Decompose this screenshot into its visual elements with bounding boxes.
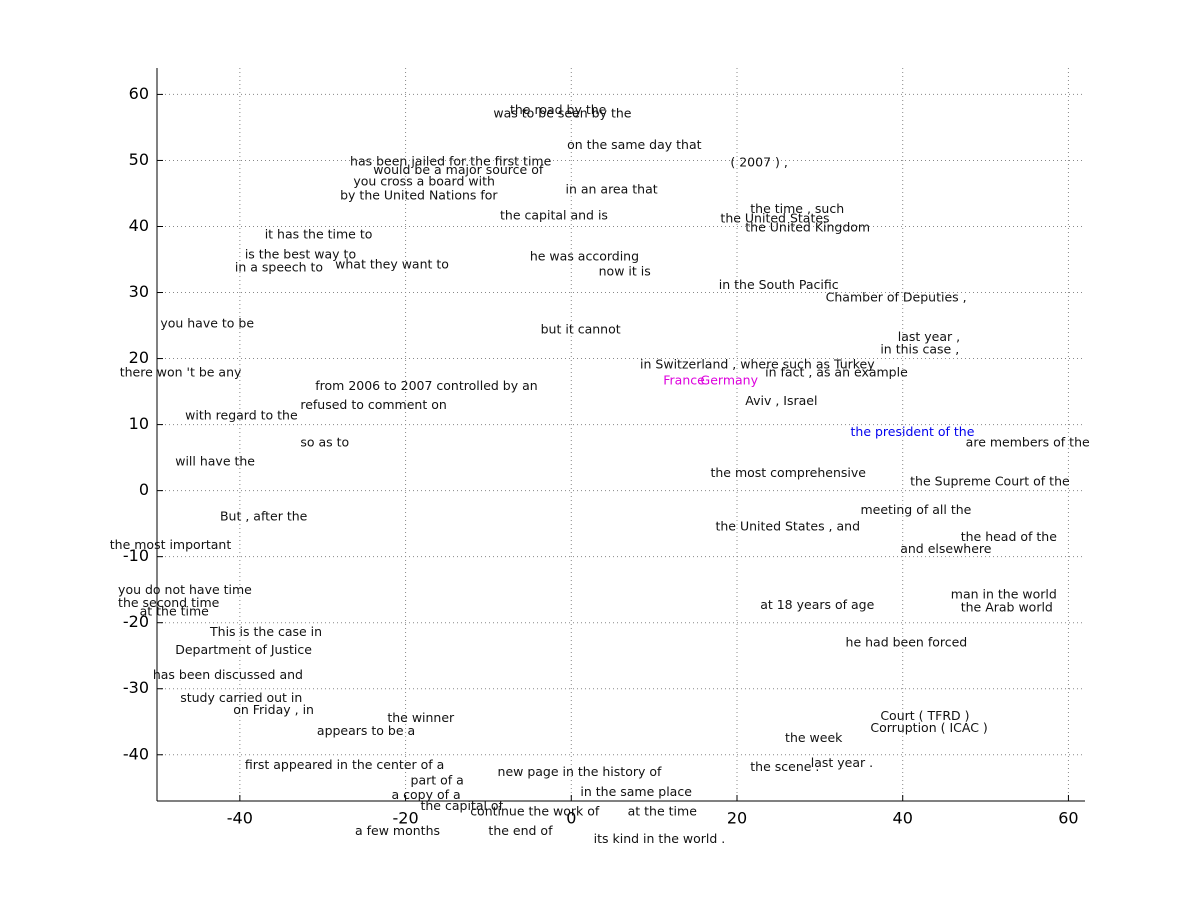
phrase-point: is the best way to (245, 246, 356, 261)
phrase-point: in an area that (565, 182, 657, 197)
phrase-point: But , after the (220, 509, 308, 524)
phrase-point: what they want to (335, 256, 449, 271)
y-tick-label: -40 (123, 744, 149, 763)
x-tick-label: -40 (227, 809, 253, 828)
phrase-point: its kind in the world . (594, 831, 726, 846)
phrase-point: he was according (530, 248, 639, 263)
phrase-point: has been jailed for the first time (350, 153, 552, 168)
y-tick-label: 40 (129, 216, 149, 235)
phrase-point: Court ( TFRD ) (880, 708, 969, 723)
phrase-point: you do not have time (118, 582, 252, 597)
phrase-point: new page in the history of (498, 764, 662, 779)
y-tick-label: -20 (123, 612, 149, 631)
x-tick-label: 40 (893, 809, 913, 828)
phrase-point: and elsewhere (900, 541, 992, 556)
phrase-point: the head of the (961, 529, 1058, 544)
phrase-point: in fact , as an example (765, 365, 908, 380)
phrase-point: France (663, 373, 705, 388)
phrase-point: Germany (701, 373, 759, 388)
phrase-point: at the time (628, 804, 698, 819)
phrase-point: in a speech to (235, 260, 323, 275)
phrase-point: by the United Nations for (340, 188, 498, 203)
phrase-point: the capital of (420, 798, 503, 813)
phrase-point: the time , such (750, 201, 844, 216)
phrase-point: so as to (300, 435, 349, 450)
phrase-point: a copy of a (391, 787, 460, 802)
phrase-point: there won 't be any (120, 365, 242, 380)
phrase-point: has been discussed and (153, 667, 303, 682)
phrase-point: the Arab world (961, 600, 1053, 615)
phrase-point: the winner (387, 710, 455, 725)
y-tick-label: 0 (139, 480, 149, 499)
phrase-point: the United States , and (715, 518, 860, 533)
y-tick-label: 10 (129, 414, 149, 433)
phrase-point: the capital and is (500, 207, 608, 222)
phrase-point: study carried out in (180, 690, 302, 705)
y-tick-label: 50 (129, 150, 149, 169)
phrase-point: it has the time to (265, 227, 373, 242)
phrase-point: you have to be (160, 316, 254, 331)
phrase-point: the most important (110, 537, 232, 552)
phrase-point: from 2006 to 2007 controlled by an (315, 378, 537, 393)
x-tick-label: 60 (1058, 809, 1078, 828)
phrase-point: meeting of all the (860, 502, 971, 517)
phrase-point: the Supreme Court of the (910, 474, 1070, 489)
y-tick-label: -30 (123, 678, 149, 697)
phrase-point: in the South Pacific (719, 277, 839, 292)
phrase-point: ( 2007 ) , (730, 155, 787, 170)
phrase-point: will have the (175, 454, 255, 469)
phrase-point: now it is (599, 264, 651, 279)
phrase-point: first appeared in the center of a (245, 757, 444, 772)
y-tick-label: -10 (123, 546, 149, 565)
phrase-point: Corruption ( ICAC ) (870, 720, 987, 735)
phrase-point: Department of Justice (175, 642, 312, 657)
x-tick-label: 20 (727, 809, 747, 828)
phrase-point: on the same day that (567, 137, 701, 152)
phrase-point: the road by the (510, 102, 607, 117)
phrase-point: the scene . (750, 759, 819, 774)
phrase-point: last year , (898, 329, 960, 344)
y-tick-label: 20 (129, 348, 149, 367)
x-tick-label: -20 (393, 809, 419, 828)
phrase-point: would be a major source of (373, 162, 544, 177)
phrase-point: part of a (411, 773, 464, 788)
phrase-point: was to be seen by the (493, 106, 631, 121)
y-tick-label: 30 (129, 282, 149, 301)
phrase-point: Aviv , Israel (745, 393, 817, 408)
phrase-point: on Friday , in (233, 702, 314, 717)
phrase-point: a few months (355, 823, 440, 838)
x-tick-label: 0 (566, 809, 576, 828)
phrase-point: the end of (488, 823, 553, 838)
phrase-point: with regard to the (185, 408, 298, 423)
phrase-point: the most comprehensive (710, 465, 866, 480)
phrase-point: the United States (720, 211, 829, 226)
phrase-point: in the same place (580, 784, 692, 799)
phrase-point: the second time (118, 595, 220, 610)
phrase-point: the president of the (851, 424, 975, 439)
phrase-point: the week (785, 730, 843, 745)
phrase-point: but it cannot (541, 322, 621, 337)
phrase-point: last year . (811, 755, 873, 770)
phrase-point: are members of the (966, 435, 1090, 450)
y-tick-label: 60 (129, 84, 149, 103)
phrase-point: the United Kingdom (745, 219, 870, 234)
phrase-point: Chamber of Deputies , (826, 289, 967, 304)
phrase-point: he had been forced (846, 635, 968, 650)
phrase-point: man in the world (951, 586, 1057, 601)
phrase-point: at 18 years of age (760, 597, 874, 612)
phrase-point: This is the case in (209, 624, 322, 639)
phrase-point: continue the work of (470, 804, 600, 819)
phrase-point: refused to comment on (300, 397, 446, 412)
phrase-point: appears to be a (317, 723, 415, 738)
phrase-point: in Switzerland , where such as Turkey (640, 357, 875, 372)
phrase-point: you cross a board with (353, 174, 495, 189)
phrase-point: at the time (140, 604, 210, 619)
phrase-point: in this case , (880, 341, 959, 356)
